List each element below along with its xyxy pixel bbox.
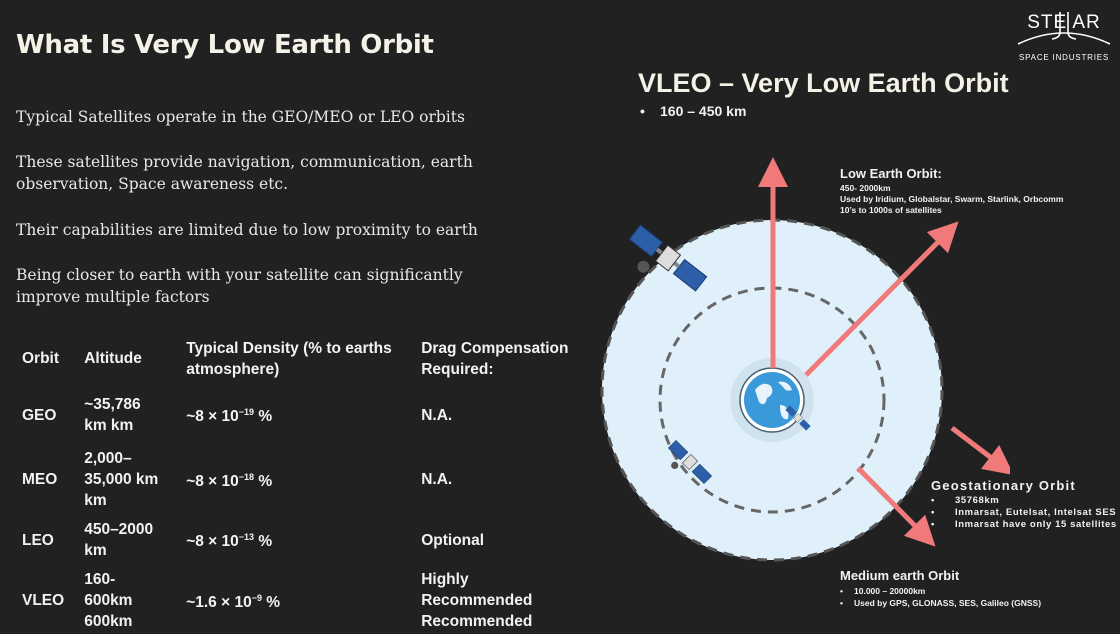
paragraph: Being closer to earth with your satellit… [16,266,463,306]
satellite-icon [628,224,708,292]
geo-item: Inmarsat have only 15 satellites [931,519,1117,531]
cell-drag: Highly Recommended Recommended [421,571,533,630]
table-header-row: Orbit Altitude Typical Density (% to ear… [12,336,591,384]
cell-density: ~8 × 10−13 % [186,532,273,551]
meo-item: 10.000 – 20000km [840,585,1041,597]
table-row: GEO ~35,786 km km ~8 × 10−19 % N.A. [12,384,591,446]
satellite-icon [785,405,811,431]
arrow-geo [950,426,1010,476]
earth-icon [744,372,800,428]
orbit-table: Orbit Altitude Typical Density (% to ear… [12,336,591,634]
cell-density: ~1.6 × 10−9 % [186,592,281,612]
cell-altitude: ~35,786 km km [84,396,141,434]
cell-drag: N.A. [421,471,453,488]
stellar-logo: STE AR SPACE INDUSTRIES [1016,6,1112,62]
cell-drag: Optional [421,531,485,549]
paragraph: Typical Satellites operate in the GEO/ME… [16,108,465,126]
header-density: Typical Density (% to earths atmosphere) [186,340,392,378]
orbit-diagram [600,157,1010,562]
logo-subtitle: SPACE INDUSTRIES [1019,53,1109,62]
cell-altitude: 2,000–35,000 km km [84,450,159,509]
arrow-meo [856,466,936,547]
satellite-icon [667,439,713,485]
logo-mark-icon: STE AR [1017,12,1111,45]
cell-drag: N.A. [421,406,453,424]
svg-text:STE AR: STE AR [1027,12,1101,33]
cell-density: ~8 × 10−19 % [186,407,273,426]
cell-orbit: MEO [22,471,58,488]
cell-density: ~8 × 10−18 % [186,471,273,491]
cell-orbit: VLEO [22,592,65,609]
cell-orbit: LEO [22,531,54,549]
table-row: LEO 450–2000 km ~8 × 10−13 % Optional [12,513,591,567]
slide-title: What Is Very Low Earth Orbit [16,30,434,60]
geo-item: Inmarsat, Eutelsat, Intelsat SES [931,507,1117,519]
cell-altitude: 160- 600km 600km [84,571,133,630]
diagram-title: VLEO – Very Low Earth Orbit [638,68,1009,98]
meo-label: Medium earth Orbit 10.000 – 20000km Used… [840,568,1041,609]
header-altitude: Altitude [84,350,142,367]
vleo-range: • 160 – 450 km [640,103,747,119]
paragraph: These satellites provide navigation, com… [16,153,473,193]
geo-label: Geostationary Orbit 35768km Inmarsat, Eu… [931,478,1117,531]
arrow-leo [804,221,959,377]
leo-label: Low Earth Orbit: 450- 2000km Used by Iri… [840,166,1064,215]
table-row: MEO 2,000–35,000 km km ~8 × 10−18 % N.A. [12,446,591,513]
table-row: VLEO 160- 600km 600km ~1.6 × 10−9 % High… [12,567,591,634]
paragraph: Their capabilities are limited due to lo… [16,221,478,239]
header-orbit: Orbit [22,350,60,367]
meo-item: Used by GPS, GLONASS, SES, Galileo (GNSS… [840,597,1041,609]
header-drag: Drag Compensation Required: [421,340,569,378]
cell-orbit: GEO [22,406,57,424]
cell-altitude: 450–2000 km [84,521,154,559]
geo-item: 35768km [931,495,1117,507]
